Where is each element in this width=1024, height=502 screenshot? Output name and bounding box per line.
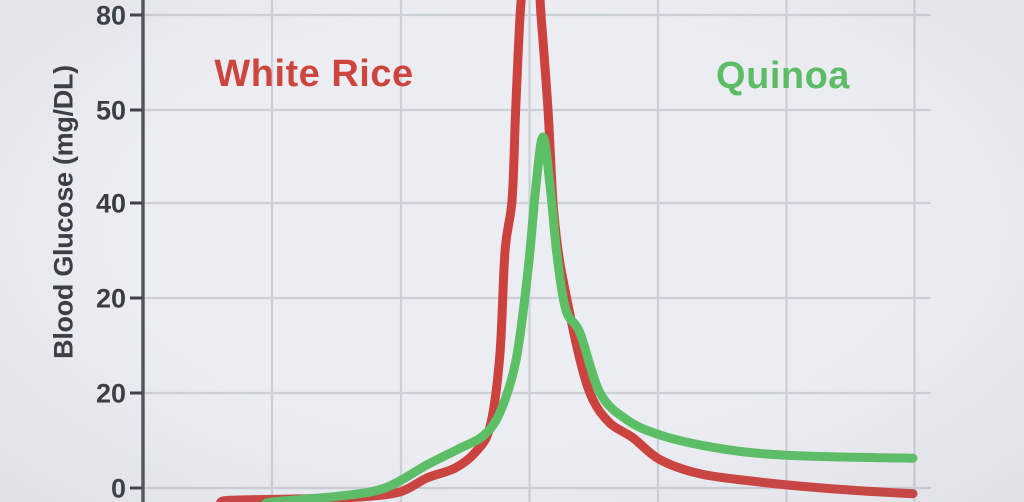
series-label-white-rice: White Rice [214, 53, 414, 95]
y-tick-label: 20 [96, 284, 126, 314]
y-axis-label: Blood Glucose (mg/DL) [48, 65, 79, 359]
y-tick-label: 20 [96, 379, 126, 409]
y-tick-label: 40 [96, 189, 126, 219]
y-tick-label: 80 [96, 1, 126, 31]
y-tick-label: 50 [96, 96, 126, 126]
series-curve-quinoa [261, 132, 918, 502]
series-label-quinoa: Quinoa [716, 55, 850, 97]
y-tick-label: 0 [111, 474, 126, 502]
series-curve-white-rice [216, 0, 918, 502]
